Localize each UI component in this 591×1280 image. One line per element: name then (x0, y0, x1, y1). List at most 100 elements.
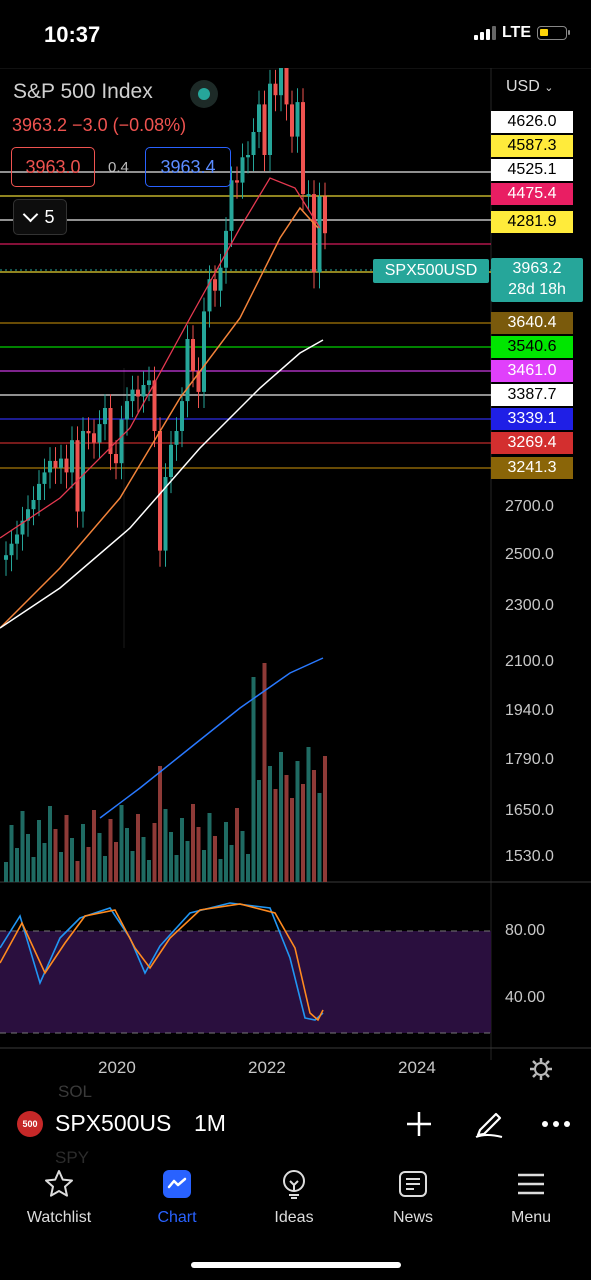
tab-ideas[interactable]: Ideas (244, 1168, 344, 1227)
tab-label: Chart (157, 1209, 197, 1226)
candle-body (279, 68, 283, 96)
price-axis-tick: 1530.0 (505, 848, 554, 865)
price-level-label[interactable]: 3241.3 (491, 457, 573, 479)
tab-watchlist[interactable]: Watchlist (9, 1168, 109, 1227)
add-plus-icon[interactable] (405, 1110, 433, 1138)
drawing-pencil-icon[interactable] (472, 1106, 506, 1140)
symbol-price-label: SPX500USD (373, 259, 489, 283)
price-level-label[interactable]: 4587.3 (491, 135, 573, 157)
volume-bar (20, 811, 25, 882)
status-indicators: LTE (473, 24, 570, 42)
price-level-label[interactable]: 3339.1 (491, 408, 573, 430)
oscillator-axis-tick: 40.00 (505, 989, 546, 1006)
quote-change: 3963.2 −3.0 (−0.08%) (12, 115, 187, 135)
symbol-search-button[interactable]: SPX500USD (55, 1110, 171, 1136)
price-axis-tick: 1650.0 (505, 802, 554, 819)
candle-body (196, 371, 201, 392)
bar-countdown: 28d 18h (508, 281, 566, 298)
market-status-icon[interactable] (190, 80, 218, 108)
interval-button[interactable]: 1M (194, 1110, 226, 1136)
volume-bar (273, 789, 278, 882)
volume-bar (246, 854, 250, 882)
volume-bar (284, 775, 289, 882)
buy-button[interactable]: 3963.4 (145, 147, 231, 187)
volume-bar (174, 855, 179, 882)
price-level-label[interactable]: 4626.0 (491, 111, 573, 133)
ma-line-red (0, 177, 321, 539)
tab-menu[interactable]: Menu (481, 1168, 581, 1227)
candle-body (26, 509, 30, 521)
volume-bar (257, 780, 261, 882)
symbol-logo-icon[interactable]: 500 (17, 1111, 43, 1137)
candle-body (213, 279, 217, 291)
tab-label: Ideas (274, 1209, 314, 1226)
volume-bar (312, 770, 316, 882)
volume-bar (125, 828, 129, 882)
sell-button[interactable]: 3963.0 (11, 147, 95, 187)
candle-body (202, 311, 206, 392)
candle-body (37, 483, 41, 500)
volume-bar (268, 766, 272, 882)
candle-body (70, 440, 74, 473)
candle-body (229, 180, 234, 231)
volume-bar (240, 831, 245, 882)
candle-body (97, 424, 102, 443)
chart-canvas[interactable] (0, 68, 591, 1060)
tab-label: Menu (510, 1209, 552, 1226)
settings-gear-icon[interactable] (528, 1056, 554, 1082)
price-level-label[interactable]: 3540.6 (491, 336, 573, 358)
signal-icon (473, 26, 496, 40)
indicators-toggle[interactable]: 5 (13, 199, 67, 235)
price-level-label[interactable]: 4525.1 (491, 159, 573, 181)
candle-body (130, 389, 135, 402)
price-level-label[interactable]: 3640.4 (491, 312, 573, 334)
stoch-d-line (0, 903, 324, 1022)
currency-selector[interactable]: USD ⌄ (506, 78, 554, 95)
volume-bar (218, 859, 223, 882)
candle-body (141, 385, 146, 397)
candle-body (262, 104, 267, 155)
candle-body (207, 279, 212, 312)
volume-bar (262, 663, 267, 882)
current-price-tag: 3963.2 28d 18h (491, 258, 583, 302)
menu-icon (518, 1173, 544, 1195)
network-type: LTE (501, 24, 531, 41)
volume-bar (196, 827, 201, 882)
price-level-label[interactable]: 4475.4 (491, 183, 573, 205)
volume-bar (158, 766, 162, 882)
volume-bar (301, 784, 305, 882)
volume-bar (141, 837, 146, 882)
time-axis-tick: 2024 (398, 1058, 436, 1077)
volume-bar (290, 798, 294, 882)
volume-bar (86, 847, 91, 882)
price-level-label[interactable]: 4281.9 (491, 211, 573, 233)
volume-bar (251, 677, 256, 882)
price-level-label[interactable]: 3461.0 (491, 360, 573, 382)
oscillator-band (0, 931, 491, 1033)
candle-body (15, 534, 19, 544)
tab-label: News (392, 1209, 433, 1226)
volume-bar (4, 862, 8, 882)
price-level-label[interactable]: 3387.7 (491, 384, 573, 406)
more-options-icon[interactable] (541, 1120, 571, 1128)
candle-body (301, 102, 305, 195)
volume-bar (136, 814, 140, 882)
watchlist-ghost-item: SOL (58, 1082, 93, 1101)
volume-bar (81, 824, 85, 882)
symbol-title[interactable]: S&P 500 Index (13, 80, 153, 103)
candle-body (224, 230, 228, 268)
volume-bar (130, 851, 135, 882)
candle-body (42, 472, 47, 484)
ma-line-white (0, 339, 324, 629)
tab-chart[interactable]: Chart (127, 1168, 227, 1227)
candle-body (86, 431, 91, 434)
candle-body (251, 132, 256, 155)
volume-bar (15, 848, 19, 882)
volume-bar (213, 836, 217, 882)
candle-body (20, 520, 25, 535)
volume-bar (37, 820, 41, 882)
price-level-label[interactable]: 3269.4 (491, 432, 573, 454)
volume-bar (224, 822, 228, 882)
price-axis-tick: 1790.0 (505, 751, 554, 768)
tab-news[interactable]: News (363, 1168, 463, 1227)
